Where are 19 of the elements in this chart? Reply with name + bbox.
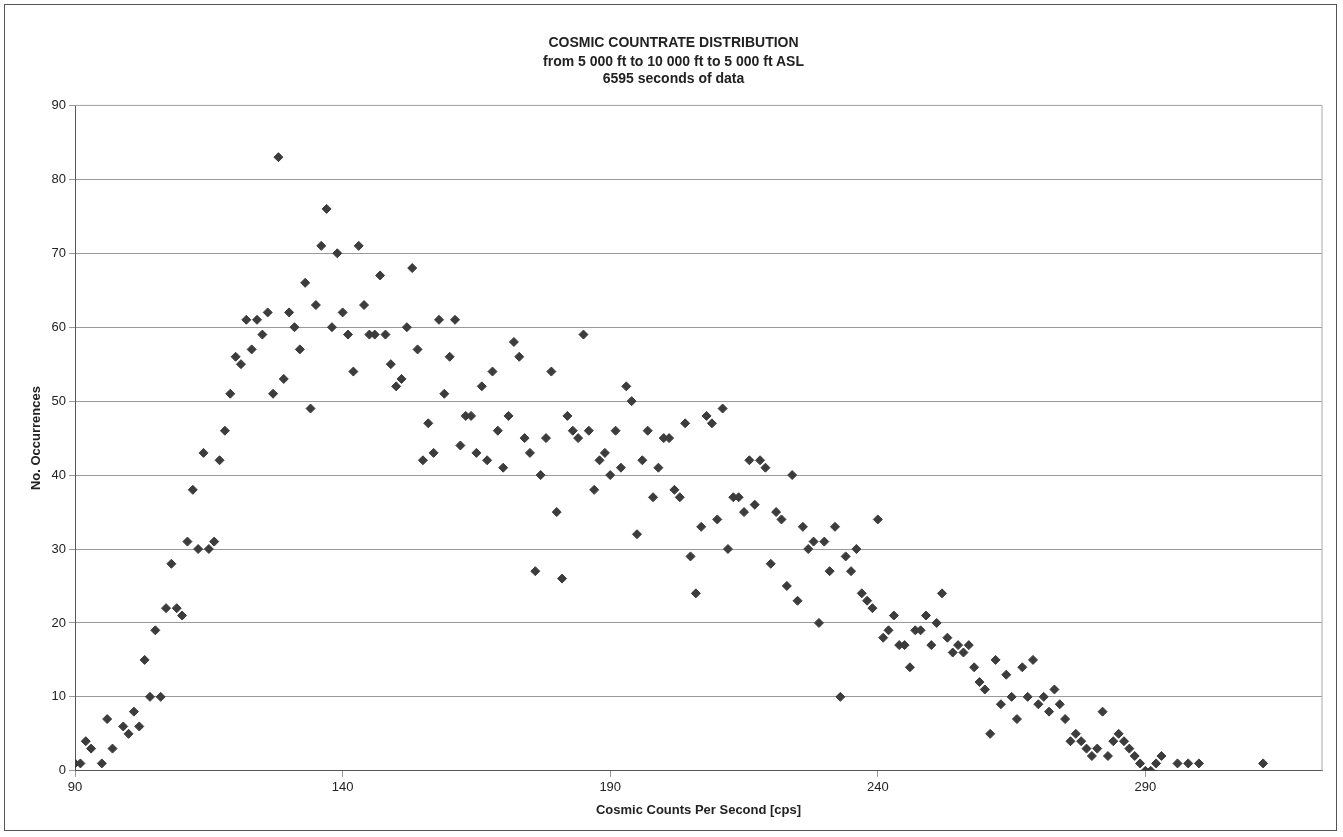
- y-tick-label: 0: [58, 762, 67, 778]
- x-axis-title: Cosmic Counts Per Second [cps]: [595, 801, 802, 817]
- y-tick-label: 30: [51, 540, 67, 556]
- y-tick-label: 90: [51, 96, 67, 112]
- y-tick-label: 50: [51, 392, 67, 408]
- y-tick-label: 60: [51, 318, 67, 334]
- x-tick-label: 190: [599, 779, 622, 795]
- x-tick-label: 140: [331, 779, 354, 795]
- x-tick-label: 290: [1134, 779, 1157, 795]
- y-tick-label: 40: [51, 466, 67, 482]
- y-tick-label: 10: [51, 688, 67, 704]
- chart-title: COSMIC COUNTRATE DISTRIBUTION: [548, 34, 799, 51]
- y-axis-title: No. Occurrences: [28, 386, 44, 491]
- x-tick-label: 240: [866, 779, 889, 795]
- y-tick-label: 20: [51, 614, 67, 630]
- y-tick-label: 80: [51, 170, 67, 186]
- chart-subtitle: from 5 000 ft to 10 000 ft to 5 000 ft ASL 6595 seconds of data: [543, 53, 805, 86]
- y-tick-label: 70: [51, 244, 67, 260]
- x-tick-label: 90: [67, 779, 83, 795]
